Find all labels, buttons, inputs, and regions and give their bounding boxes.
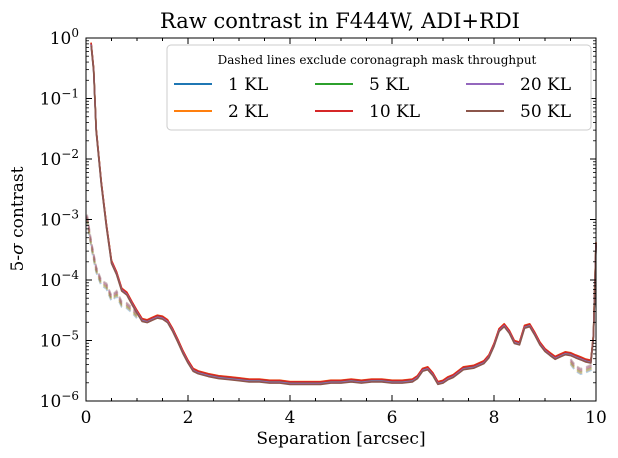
x-tick-label: 4 [285,408,296,428]
dashed-line-end [569,358,594,370]
dashed-line-end [569,361,594,373]
x-tick-label: 2 [183,408,194,428]
dashed-line-end [569,362,594,374]
y-axis-label: 5-σ contrast [8,166,28,271]
legend-label: 50 KL [520,102,571,122]
dashed-line-end [569,359,594,371]
dashed-line-start [86,216,138,316]
series-line [90,42,597,383]
legend-label: 2 KL [228,102,268,122]
x-tick-label: 8 [489,408,500,428]
x-tick-label: 6 [387,408,398,428]
legend-label: 20 KL [520,75,571,95]
x-axis-label: Separation [arcsec] [256,429,425,449]
dashed-line-start [86,218,138,318]
y-tick-label: 10−2 [40,147,79,170]
y-tick-label: 10−4 [40,268,80,291]
y-tick-label: 10−6 [40,389,79,412]
x-axis-ticks: 0 2 4 6 8 10 [81,38,607,428]
x-tick-label: 10 [585,408,607,428]
dashed-line-end [569,360,594,372]
dashed-line-start [86,219,138,319]
legend-items: 1 KL 2 KL 5 KL 10 KL 20 KL 50 KL [174,75,571,122]
y-tick-label: 10−5 [40,329,79,352]
legend-title: Dashed lines exclude coronagraph mask th… [218,53,537,67]
dashed-line-start [86,217,138,317]
y-axis-ticks: 10−6 10−5 10−4 10−3 10−2 10−1 100 [40,26,596,412]
x-tick-label: 0 [81,408,92,428]
legend-box [166,44,592,131]
series-lines [90,42,597,386]
dashed-line-start [86,214,138,314]
dashed-line-end [569,363,594,376]
dashed-lines [86,214,594,376]
legend-label: 5 KL [369,75,409,95]
y-tick-label: 100 [50,26,79,49]
legend-label: 1 KL [228,75,268,95]
legend: Dashed lines exclude coronagraph mask th… [166,44,592,131]
y-tick-label: 10−1 [40,87,79,110]
series-line [90,45,597,386]
dashed-line-start [86,215,138,315]
legend-label: 10 KL [369,102,420,122]
chart-title: Raw contrast in F444W, ADI+RDI [160,9,520,33]
y-tick-label: 10−3 [40,208,79,231]
